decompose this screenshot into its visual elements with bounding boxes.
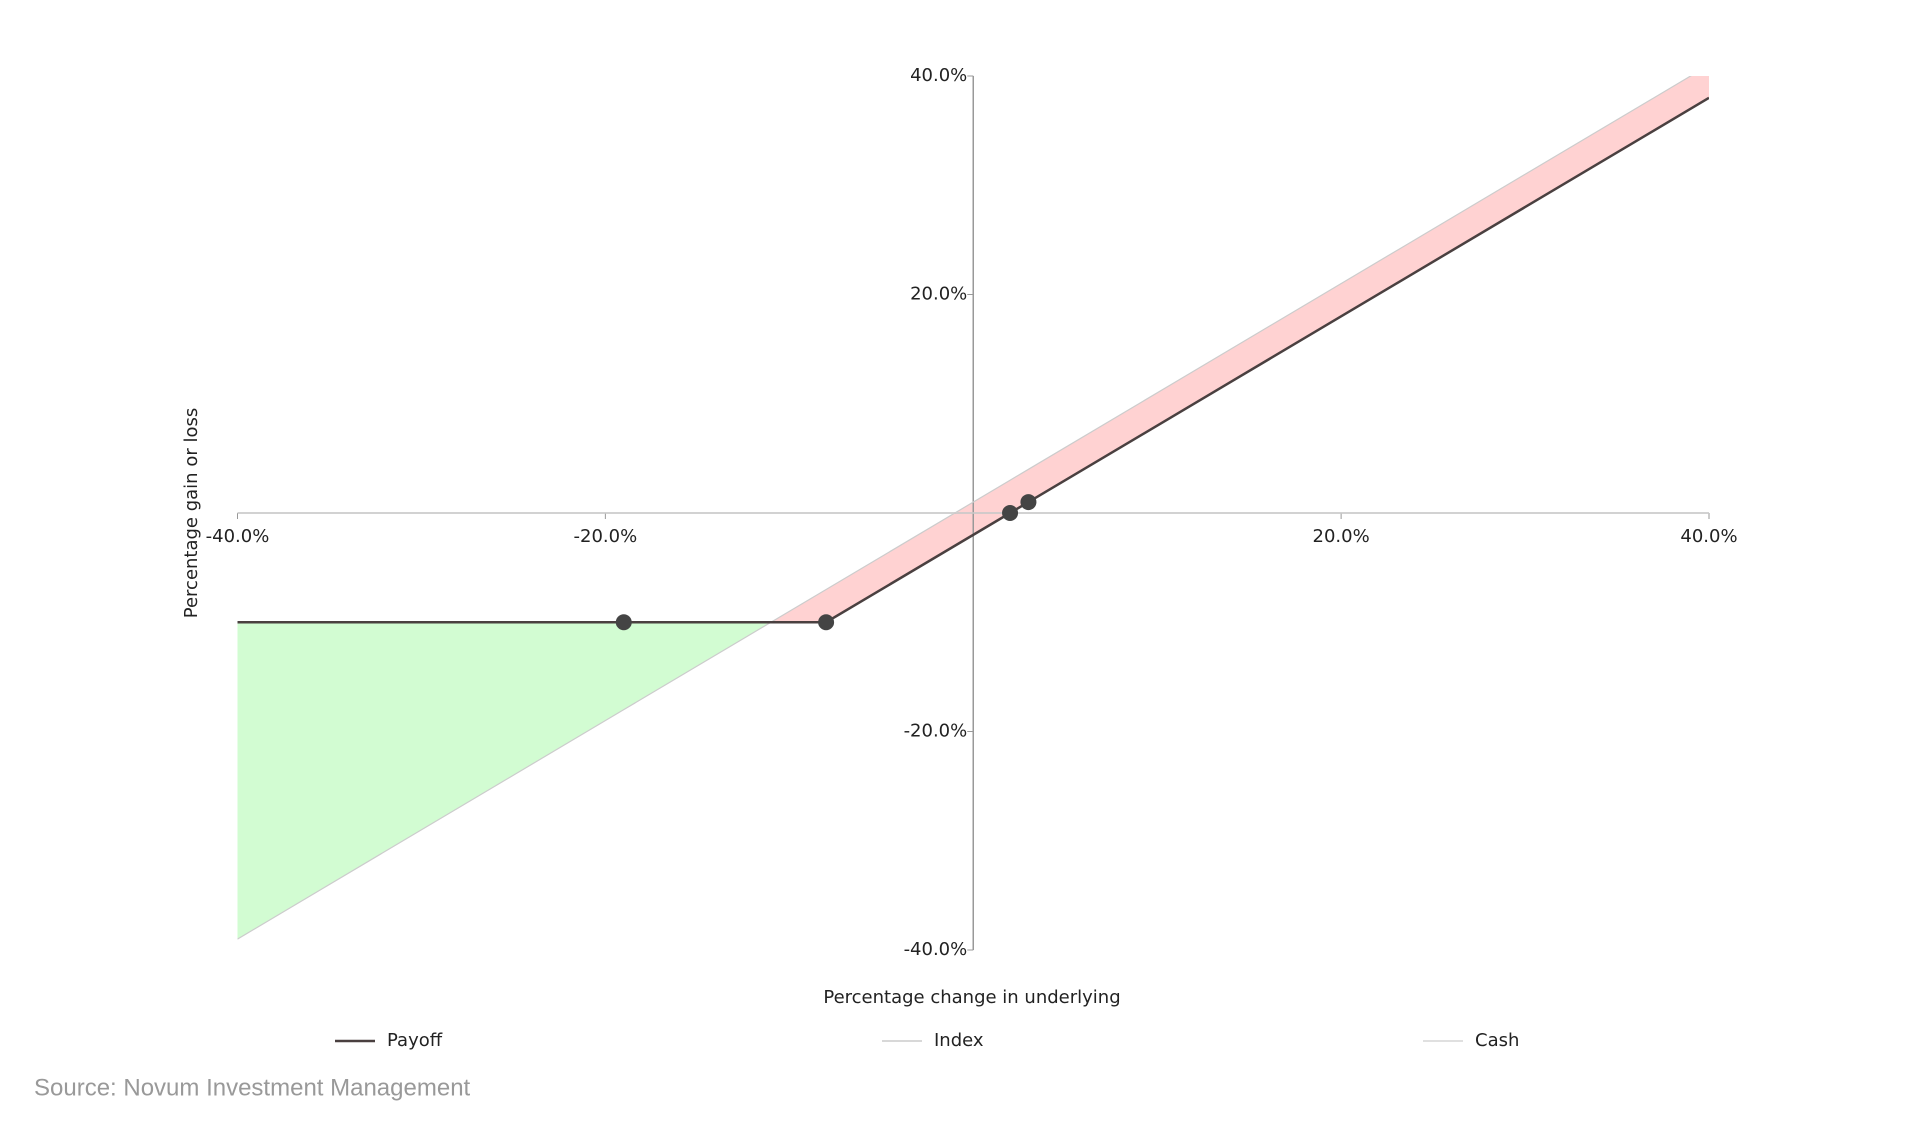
legend-label: Index — [934, 1030, 984, 1051]
point-marker — [1020, 494, 1037, 511]
legend-label: Cash — [1475, 1030, 1519, 1051]
y-tick-label: -40.0% — [904, 939, 968, 960]
x-axis-title: Percentage change in underlying — [823, 987, 1120, 1008]
x-tick-label: 40.0% — [1680, 526, 1737, 547]
legend-label: Payoff — [387, 1030, 443, 1051]
x-tick-label: -40.0% — [206, 526, 270, 547]
y-tick-label: 20.0% — [910, 284, 967, 305]
x-tick-label: 20.0% — [1313, 526, 1370, 547]
series-line — [237, 96, 1709, 624]
x-tick-label: -20.0% — [574, 526, 638, 547]
series-line — [237, 76, 1709, 940]
point-marker — [1002, 505, 1019, 521]
point-marker — [818, 614, 835, 631]
y-tick-label: -20.0% — [904, 721, 968, 742]
lines — [237, 76, 1709, 940]
y-axis-title: Percentage gain or loss — [181, 408, 202, 618]
source-note: Source: Novum Investment Management — [34, 1074, 471, 1101]
y-tick-label: 40.0% — [910, 65, 967, 86]
point-marker — [615, 614, 632, 631]
